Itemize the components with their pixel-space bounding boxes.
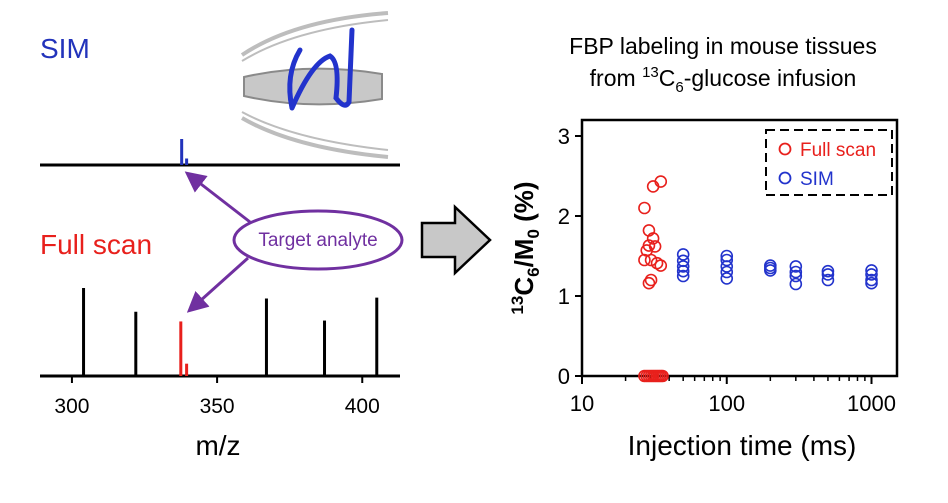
y-axis-label: 13C6/M0 (%): [508, 181, 543, 314]
x-axis-label: Injection time (ms): [628, 430, 857, 461]
legend-label-sim: SIM: [800, 169, 834, 190]
legend-marker-full-scan: [778, 142, 792, 156]
chart-subtitle: from 13C6-glucose infusion: [590, 64, 857, 96]
full-scan-point: [642, 276, 656, 290]
callout-ellipse: [232, 209, 404, 271]
legend-marker-sim: [778, 171, 792, 185]
full-scan-point: [654, 175, 668, 188]
full-scan-point: [638, 201, 651, 215]
sim-point: [720, 265, 734, 279]
sim-label: SIM: [40, 33, 90, 64]
sim-point: [789, 260, 803, 273]
full-scan-spectrum: [40, 288, 400, 378]
legend-box: [765, 129, 893, 196]
mz-axis: 300 350 400: [54, 376, 380, 418]
sim-point: [789, 277, 803, 291]
legend: Full scan SIM: [765, 129, 893, 196]
full-scan-point: [638, 253, 651, 267]
full-scan-point: [648, 240, 662, 253]
callout-arrow-down: [186, 256, 250, 313]
transition-arrow: [420, 204, 492, 276]
y-tick-label: 3: [558, 124, 570, 149]
chart-title: FBP labeling in mouse tissues: [569, 33, 877, 59]
sim-point: [821, 273, 835, 287]
sim-point: [865, 276, 878, 290]
legend-label-full-scan: Full scan: [800, 140, 876, 161]
sim-point: [676, 264, 690, 278]
sim-point: [676, 248, 690, 261]
full-scan-point: [646, 232, 660, 245]
x-tick-label: 100: [708, 391, 745, 416]
sim-point: [720, 260, 734, 273]
sim-point: [865, 264, 878, 277]
sim-point: [720, 253, 734, 267]
sim-point: [720, 272, 734, 285]
full-scan-point: [656, 369, 669, 383]
left-panel: SIM Full scan 300 350 400 m/z Target analy…: [40, 11, 404, 461]
full-scan-point: [644, 253, 658, 267]
full-scan-point: [654, 259, 668, 272]
target-analyte-callout: Target analyte: [184, 171, 404, 313]
mz-tick-label: 400: [345, 395, 380, 418]
sim-point: [789, 269, 803, 283]
mz-tick-label: 350: [200, 395, 235, 418]
plot-frame: [580, 118, 899, 378]
sim-point: [676, 269, 690, 283]
mz-axis-label: m/z: [195, 430, 240, 461]
y-tick-label: 0: [558, 364, 570, 389]
y-tick-label: 1: [558, 284, 570, 309]
mz-tick-label: 300: [54, 395, 89, 418]
sim-point: [821, 268, 835, 281]
callout-label: Target analyte: [258, 230, 377, 251]
sim-point: [676, 260, 690, 273]
sim-point: [821, 264, 835, 278]
x-tick-label: 10: [570, 391, 594, 416]
full-scan-point: [644, 273, 658, 287]
y-tick-label: 2: [558, 204, 570, 229]
y-axis: 0 1 2 3: [558, 124, 582, 389]
sim-point: [865, 268, 878, 281]
chart: FBP labeling in mouse tissues from 13C6-…: [508, 33, 899, 461]
sim-point: [764, 264, 777, 277]
sim-point: [789, 265, 803, 279]
sim-spectrum: [40, 139, 400, 167]
full-scan-label: Full scan: [40, 229, 152, 260]
x-axis: 10 100 1000: [570, 376, 896, 416]
x-tick-label: 1000: [847, 391, 896, 416]
callout-arrow-up: [184, 171, 251, 224]
data-points: [638, 175, 878, 383]
sim-point: [865, 273, 878, 287]
orbitrap-illustration: [240, 11, 389, 159]
